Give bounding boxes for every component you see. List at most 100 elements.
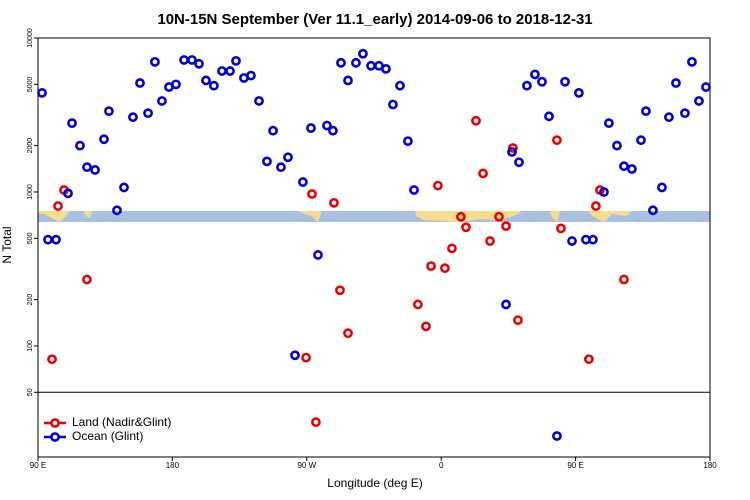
legend-label: Land (Nadir&Glint) [72,415,171,429]
point [336,57,346,68]
point [530,69,540,80]
plot-frame [37,37,711,458]
land-shape [298,211,322,222]
point [641,106,651,117]
point [366,60,376,71]
point [471,115,481,126]
point [680,108,690,119]
point [626,164,637,174]
point [343,75,353,86]
point [456,211,466,222]
x-tick-label: 0 [439,461,444,470]
point [262,156,272,167]
point [583,354,594,365]
point [63,188,73,199]
point [143,108,153,119]
point [112,205,122,216]
point [328,125,338,136]
point [599,187,609,197]
point [246,70,256,81]
x-tick-label: 90 W [297,461,316,470]
point [440,263,450,274]
point [313,250,323,260]
y-tick-label: 2000 [27,138,34,154]
x-tick-label: 90 E [567,461,583,470]
point [604,118,614,129]
point [588,234,598,245]
point [501,299,511,310]
point [694,96,704,106]
y-tick-label: 50 [27,388,34,396]
point [307,189,317,199]
point [556,223,566,234]
point [514,157,524,168]
point [657,182,667,193]
point [567,236,577,246]
x-axis-label: Longitude (deg E) [327,476,422,490]
point [544,111,554,122]
point [217,66,227,76]
point [343,328,353,339]
chart-title: 10N-15N September (Ver 11.1_early) 2014-… [157,11,592,28]
point [485,236,495,246]
y-axis-label: N Total [0,226,14,263]
point [306,123,316,133]
legend-marker [50,418,60,428]
point [128,112,138,123]
point [552,135,562,146]
legend-marker [50,432,60,442]
point [276,162,286,173]
point [381,63,391,74]
point [225,66,235,76]
point [150,56,160,67]
point [409,185,419,195]
point [47,354,57,365]
point [283,152,293,163]
point [301,352,311,363]
point [157,96,167,106]
point [104,106,114,117]
point [447,243,457,254]
point [501,221,511,232]
point [388,99,398,110]
y-tick-label: 200 [27,294,34,306]
point [322,120,332,131]
legend-label: Ocean (Glint) [72,429,143,443]
point [90,165,100,175]
y-tick-label: 100 [27,340,34,352]
x-tick-label: 90 E [30,461,46,470]
point [619,161,629,172]
point [179,55,189,65]
point [507,147,517,157]
map-strip [38,211,710,222]
point [494,211,504,222]
point [612,140,622,151]
point [67,118,77,129]
point [636,135,646,146]
point [701,82,711,92]
point [413,299,423,310]
point [402,136,413,146]
point [135,78,145,88]
point [513,315,523,326]
point [351,57,361,68]
point [591,201,601,211]
point [461,222,471,233]
point [311,417,321,428]
point [119,182,129,193]
point [664,112,674,123]
point [433,180,443,191]
point [687,56,697,67]
y-tick-label: 5000 [27,76,34,92]
point [201,75,211,86]
ocean-strip [38,211,710,222]
land-shape [38,211,70,222]
point [537,76,547,87]
point [53,201,63,211]
point [82,162,92,173]
point [51,234,61,245]
point [478,168,488,179]
point [648,205,658,216]
